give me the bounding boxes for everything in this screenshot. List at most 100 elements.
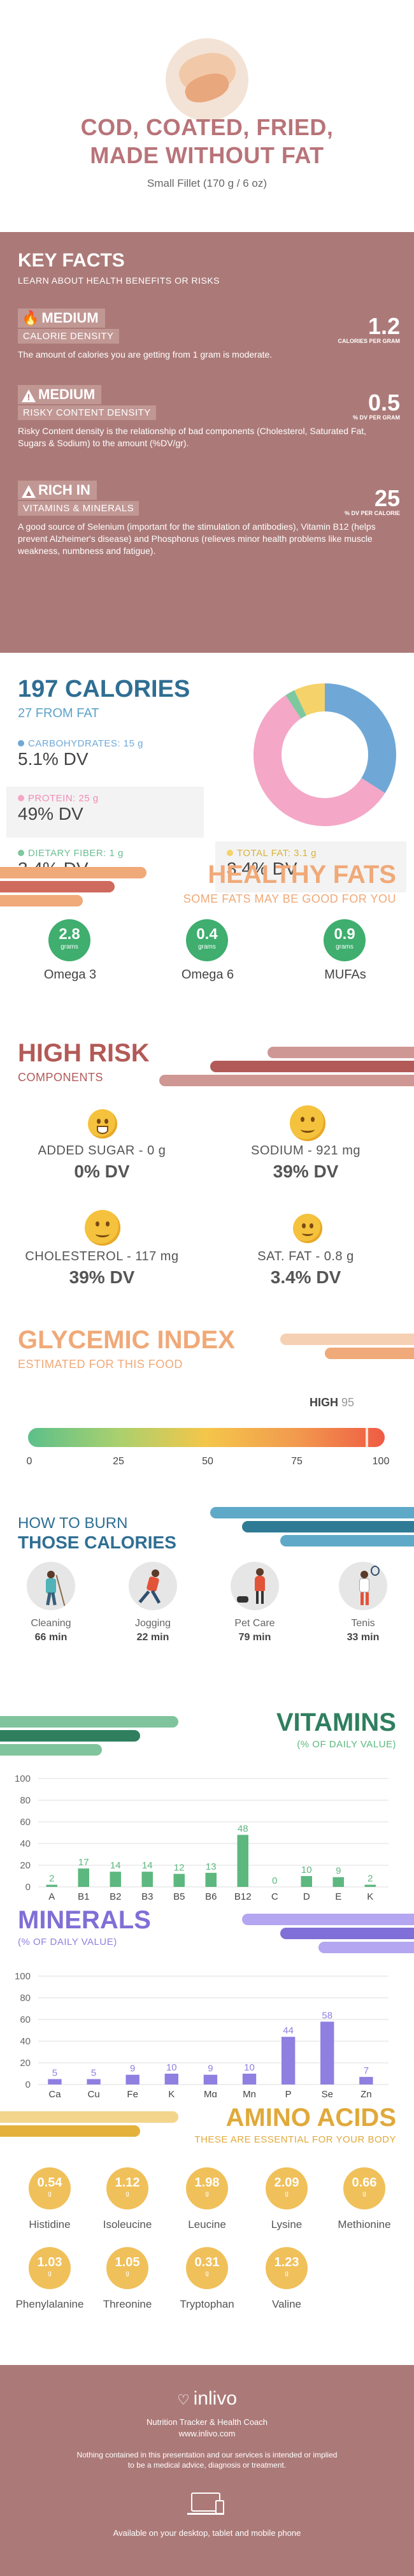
carbs-label-row: CARBOHYDRATES: 15 g (18, 738, 192, 749)
protein-dot (18, 795, 24, 801)
activity-jogging: Jogging 22 min (118, 1562, 188, 1643)
decor-stripe (242, 1914, 414, 1925)
bar-value-label: 14 (110, 1860, 121, 1871)
amino-value: 1.03 (37, 2255, 62, 2269)
tennis-icon (339, 1562, 387, 1610)
amino-sub: THESE ARE ESSENTIAL FOR YOUR BODY (194, 2134, 396, 2145)
amino-unit: g (205, 2190, 209, 2197)
donut-slice-fiber (285, 690, 307, 719)
amino-value: 2.09 (274, 2176, 299, 2190)
calorie-density-fact: 🔥 MEDIUM CALORIE DENSITY 1.2 CALORIES PER… (18, 309, 400, 361)
sat-fat-label: SAT. FAT - 0.8 g (257, 1249, 354, 1263)
y-tick-label: 60 (20, 1817, 31, 1828)
healthy-fats-heading: HEALTHY FATS (208, 861, 396, 889)
bar-B3 (141, 1872, 153, 1887)
bar-P (281, 2037, 296, 2085)
jogging-icon (129, 1562, 177, 1610)
bar-B5 (173, 1874, 185, 1887)
donut-slice-carbs (324, 683, 396, 794)
protein-label: PROTEIN: 25 g (28, 793, 99, 804)
omega3-value: 2.8 (59, 926, 80, 943)
vitamins-sub: (% OF DAILY VALUE) (297, 1739, 396, 1750)
amino-value: 0.31 (194, 2255, 220, 2269)
fact-value-box: 25 % DV PER CALORIE (345, 487, 400, 517)
burn-section: HOW TO BURN THOSE CALORIES Cleaning 66 m… (0, 1498, 414, 1708)
bar-E (332, 1877, 344, 1887)
bar-value-label: 10 (166, 2062, 177, 2073)
amino-circle: 2.09 g (266, 2167, 308, 2209)
activity-minutes: 66 min (34, 1632, 68, 1643)
activity-minutes: 79 min (238, 1632, 271, 1643)
omega6-circle: 0.4 grams (186, 919, 228, 961)
fact-description: Risky Content density is the relationshi… (18, 426, 367, 448)
bar-Ca (48, 2079, 62, 2085)
added-sugar-dv: 0% DV (74, 1161, 130, 1181)
protein-box: PROTEIN: 25 g 49% DV (6, 787, 204, 838)
decor-stripe (280, 1334, 414, 1345)
amino-name: Histidine (29, 2218, 71, 2230)
decor-stripe (0, 2111, 178, 2123)
y-tick-label: 60 (20, 2014, 31, 2025)
amino-name: Isoleucine (103, 2218, 152, 2230)
minerals-bar-chart: 0 20 40 60 80 100 5 Ca 5 Cu 9 Fe 10 K 9 Mg 10 Mn 44 P 58 Se 7 Z… (15, 1971, 389, 2097)
y-tick-label: 20 (20, 2058, 31, 2069)
amino-unit: g (362, 2190, 366, 2197)
activity-name: Tenis (351, 1618, 375, 1629)
key-facts-heading: KEY FACTS (18, 250, 125, 271)
amino-unit: g (48, 2270, 52, 2277)
bar-K (164, 2074, 178, 2085)
page-title: COD, COATED, FRIED, MADE WITHOUT FAT (0, 113, 414, 170)
amino-unit: g (285, 2190, 289, 2197)
omega6-label: Omega 6 (181, 968, 234, 982)
mufas-label: MUFAs (324, 968, 366, 982)
omega3-label: Omega 3 (43, 968, 97, 982)
activity-cleaning: Cleaning 66 min (16, 1562, 86, 1643)
bar-value-label: 14 (142, 1860, 153, 1871)
x-tick-label: K (367, 1891, 373, 1900)
activity-minutes: 33 min (346, 1632, 380, 1643)
grinning-face-icon (88, 1109, 117, 1139)
decor-stripe (0, 895, 83, 906)
decor-stripe (0, 1730, 140, 1742)
amino-name: Phenylalanine (15, 2298, 84, 2310)
amino-value: 0.66 (352, 2176, 377, 2190)
bar-D (301, 1876, 312, 1887)
gi-value: 95 (341, 1396, 355, 1409)
mufas-unit: grams (336, 943, 353, 950)
bar-Zn (359, 2077, 373, 2085)
amino-circle: 0.31 g (186, 2247, 228, 2289)
calories-section: 197 CALORIES 27 FROM FAT CARBOHYDRATES: … (0, 653, 414, 892)
level-badge: 🔥 MEDIUM (18, 309, 105, 328)
fiber-dot (18, 850, 24, 856)
calories-from-fat: 27 FROM FAT (18, 706, 99, 720)
calories-heading: 197 CALORIES (18, 676, 190, 702)
x-tick-label: B2 (110, 1891, 121, 1900)
website-link[interactable]: www.inlivo.com (178, 2429, 236, 2438)
fact-value: 1.2 (368, 313, 400, 339)
decor-stripe (0, 1716, 178, 1728)
x-tick-label: Mn (243, 2089, 256, 2097)
cholesterol-dv: 39% DV (69, 1267, 135, 1287)
disclaimer-line-2: to be a medical advice, diagnosis or tre… (127, 2461, 287, 2470)
cholesterol-label: CHOLESTEROL - 117 mg (25, 1249, 179, 1263)
amino-name: Valine (272, 2298, 301, 2310)
amino-tryptophan: 0.31 g Tryptophan (169, 2247, 245, 2311)
omega3-circle: 2.8 grams (48, 919, 90, 961)
flame-icon: 🔥 (22, 310, 39, 326)
amino-leucine: 1.98 g Leucine (169, 2167, 245, 2231)
gi-level: HIGH (310, 1396, 338, 1409)
availability-text: Available on your desktop, tablet and mo… (113, 2528, 301, 2538)
sat-fat-dv: 3.4% DV (270, 1267, 341, 1287)
x-tick-label: B1 (78, 1891, 89, 1900)
y-tick-label: 80 (20, 1795, 31, 1806)
added-sugar-label: ADDED SUGAR - 0 g (38, 1144, 166, 1158)
level-badge: ! MEDIUM (18, 385, 102, 404)
pet-care-icon (231, 1562, 279, 1610)
vitamins-section: VITAMINS (% OF DAILY VALUE) 0 20 40 60 80 100… (0, 1708, 414, 1906)
x-tick-label: B5 (173, 1891, 185, 1900)
carbs-label: CARBOHYDRATES: 15 g (28, 738, 143, 749)
bar-B2 (110, 1872, 121, 1887)
sodium-dv: 39% DV (273, 1161, 339, 1181)
x-tick-label: B6 (205, 1891, 217, 1900)
bar-A (46, 1884, 57, 1887)
